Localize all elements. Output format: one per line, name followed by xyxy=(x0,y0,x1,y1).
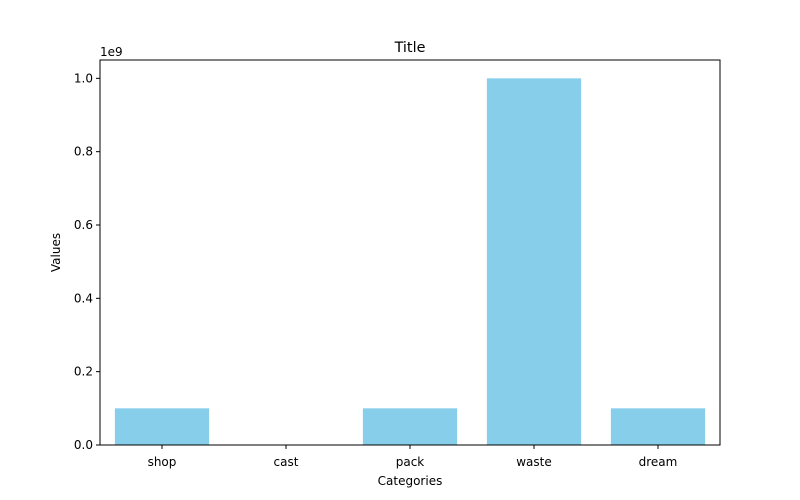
bar-waste xyxy=(486,78,582,445)
y-tick-label: 0.0 xyxy=(74,438,93,452)
y-tick-label: 0.2 xyxy=(74,365,93,379)
x-tick-label-pack: pack xyxy=(396,455,425,469)
bar-shop xyxy=(114,408,210,445)
chart-title: Title xyxy=(394,40,426,56)
y-tick-label: 0.8 xyxy=(74,145,93,159)
x-tick-label-dream: dream xyxy=(639,455,678,469)
x-axis-label: Categories xyxy=(378,474,443,488)
y-tick-label: 0.4 xyxy=(74,291,93,305)
bars-group xyxy=(114,78,706,445)
plot-area-frame xyxy=(99,59,721,446)
bar-pack xyxy=(362,408,458,445)
y-tick-label: 0.6 xyxy=(74,218,93,232)
x-tick-label-cast: cast xyxy=(274,455,299,469)
bar-dream xyxy=(610,408,706,445)
x-tick-label-waste: waste xyxy=(516,455,552,469)
x-tick-label-shop: shop xyxy=(148,455,177,469)
y-axis-offset-label: 1e9 xyxy=(100,45,123,59)
y-tick-label: 1.0 xyxy=(74,71,93,85)
x-axis: shop cast pack waste dream xyxy=(148,445,678,469)
y-axis: 0.0 0.2 0.4 0.6 0.8 1.0 xyxy=(74,71,100,452)
y-axis-label: Values xyxy=(49,233,63,272)
